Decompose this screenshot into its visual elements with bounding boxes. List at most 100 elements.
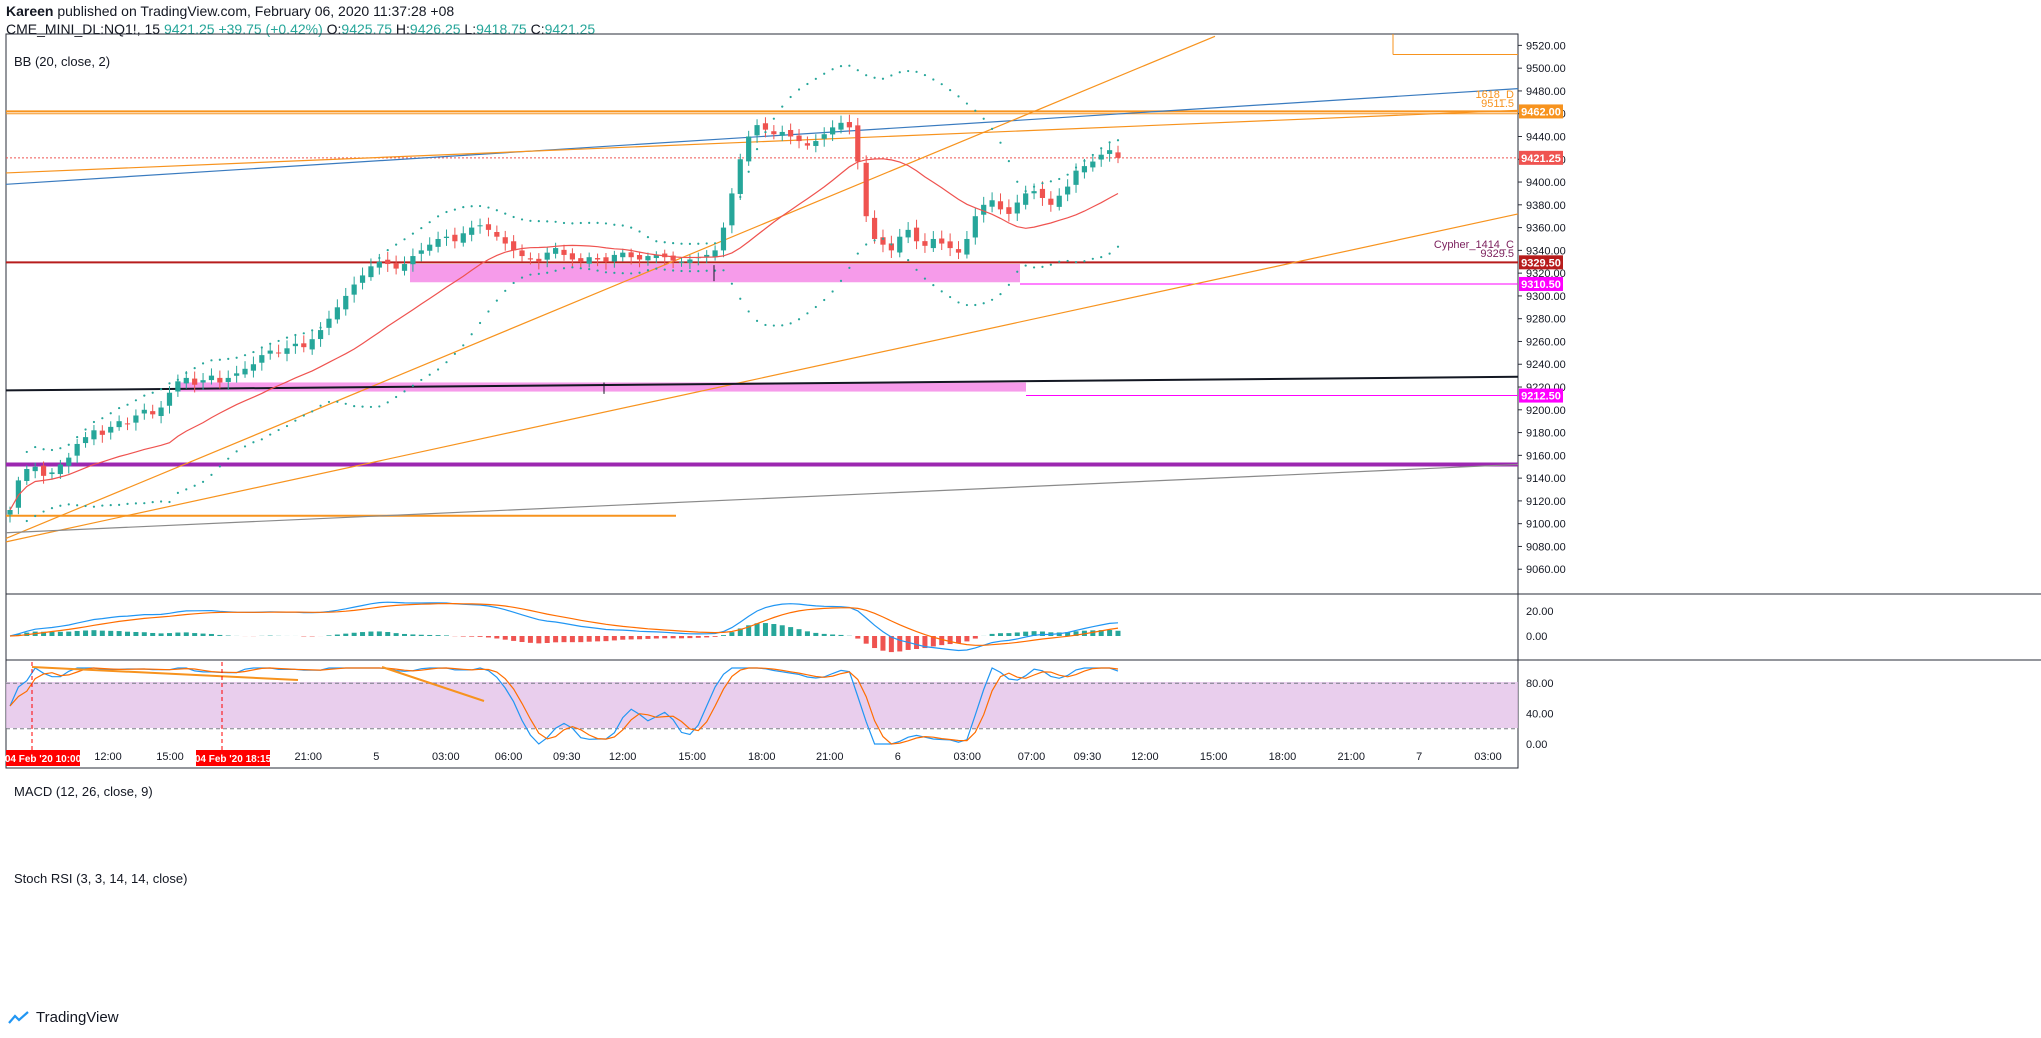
macd-histogram-bar [443, 635, 449, 636]
bb-upper-dot [50, 448, 54, 452]
macd-histogram-bar [360, 632, 366, 636]
bb-lower-dot [445, 361, 448, 364]
bb-lower-dot [210, 473, 213, 476]
bb-lower-dot [881, 237, 885, 240]
bb-upper-dot [1083, 159, 1086, 162]
candle-body [1039, 188, 1046, 198]
bb-upper-dot [1091, 153, 1094, 157]
tradingview-logo: TradingView [8, 1009, 119, 1026]
macd-histogram-bar [1115, 630, 1121, 636]
bb-upper-dot [680, 242, 683, 245]
candle-body [99, 430, 105, 435]
bb-lower-dot [613, 271, 616, 274]
price-label-9212-bg [1519, 388, 1563, 403]
macd-histogram-bar [158, 633, 164, 636]
candle-body [913, 227, 920, 242]
x-tick-label: 6 [895, 751, 901, 763]
bb-upper-dot [604, 222, 608, 225]
bb-lower-dot [655, 267, 658, 270]
macd-histogram-bar [905, 636, 911, 650]
candle-body [997, 201, 1004, 210]
candle-body [1098, 154, 1104, 160]
y-tick-label: 9200.00 [1526, 405, 1566, 417]
bb-lower-dot [529, 273, 532, 276]
candle-body [133, 415, 139, 423]
candle-body [192, 378, 198, 385]
stoch-rsi-title[interactable]: Stoch RSI (3, 3, 14, 14, close) [14, 871, 188, 886]
bb-lower-dot [604, 271, 608, 274]
x-tick-label: 21:00 [816, 751, 844, 763]
bb-lower-dot [831, 290, 834, 293]
bb-upper-dot [311, 329, 314, 332]
candle-body [460, 233, 466, 243]
candle-body [477, 225, 483, 227]
bb-lower-dot [814, 305, 817, 309]
macd-histogram-bar [527, 636, 533, 643]
macd-histogram-bar [74, 630, 80, 636]
bb-lower-dot [420, 378, 423, 382]
bb-upper-dot [134, 399, 138, 402]
candle-body [821, 134, 827, 139]
divergence-line-1 [31, 666, 299, 681]
bb-lower-dot [638, 271, 641, 274]
macd-title[interactable]: MACD (12, 26, close, 9) [14, 784, 153, 799]
bb-upper-dot [512, 215, 515, 219]
bb-lower-dot [520, 276, 524, 279]
candle-body [410, 256, 416, 265]
bb-lower-dot [1032, 266, 1036, 269]
price-label-9310-bg [1519, 276, 1563, 291]
candle-body [234, 373, 240, 376]
bb-upper-dot [537, 220, 540, 223]
macd-histogram-bar [746, 625, 752, 636]
candle-body [620, 252, 626, 258]
bb-lower-dot [369, 405, 373, 409]
macd-histogram-bar [91, 630, 97, 636]
x-tick-label: 15:00 [678, 751, 706, 763]
bb-upper-dot [428, 221, 431, 224]
bb-lower-dot [1091, 257, 1094, 260]
candle-body [242, 368, 248, 375]
trendline-orange-lower [5, 213, 1519, 543]
brand-name: TradingView [36, 1009, 119, 1026]
candle-body [82, 437, 89, 444]
candle-body [905, 229, 911, 238]
candle-body [292, 343, 298, 347]
x-tick-label: 07:00 [1018, 751, 1046, 763]
trendline-black [5, 375, 1519, 392]
candle-body [32, 466, 38, 472]
macd-histogram-bar [183, 632, 189, 636]
bb-indicator-title[interactable]: BB (20, close, 2) [14, 54, 111, 69]
stoch-band [6, 682, 1518, 728]
bb-upper-dot [1074, 166, 1078, 169]
candle-body [846, 122, 852, 128]
candle-body [754, 125, 760, 136]
bb-upper-dot [143, 394, 146, 397]
bb-upper-dot [126, 403, 129, 406]
bb-lower-dot [823, 298, 826, 302]
bb-upper-dot [84, 428, 87, 431]
x-tick-label: 03:00 [1474, 751, 1502, 763]
bb-upper-dot [713, 242, 717, 245]
bb-lower-dot [646, 269, 650, 272]
macd-histogram-bar [393, 633, 399, 636]
candle-body [158, 407, 164, 417]
bb-lower-dot [176, 491, 179, 494]
candle-body [653, 254, 659, 259]
bb-lower-dot [713, 269, 717, 272]
macd-histogram-bar [586, 636, 592, 642]
bb-lower-dot [680, 269, 683, 273]
candle-body [66, 457, 72, 466]
candle-body [704, 254, 710, 257]
bb-upper-dot [915, 70, 918, 73]
bb-lower-dot [185, 488, 188, 491]
bb-lower-dot [193, 484, 196, 487]
macd-histogram-bar [57, 631, 63, 636]
candle-body [855, 125, 861, 162]
candle-body [267, 350, 273, 354]
candle-body [309, 339, 315, 350]
bb-upper-dot [831, 68, 834, 71]
bb-upper-dot [730, 220, 733, 224]
bb-upper-dot [193, 367, 196, 370]
bb-upper-dot [445, 210, 448, 214]
